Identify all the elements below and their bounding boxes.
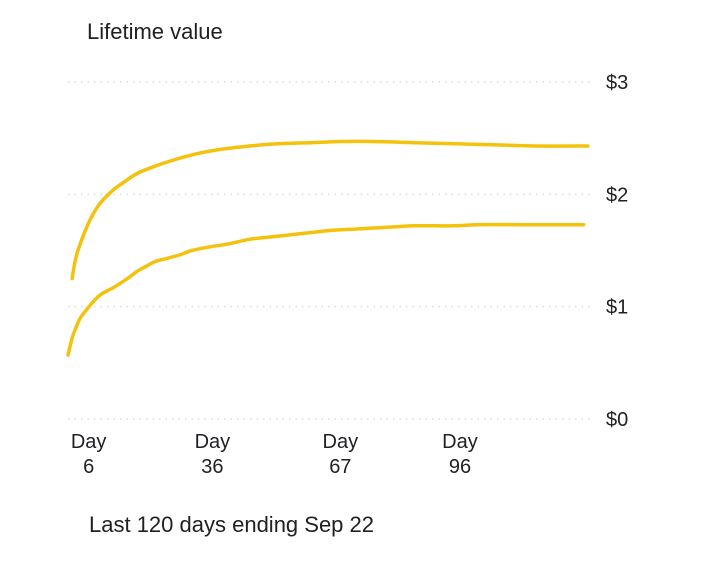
x-tick-label: Day xyxy=(71,431,107,453)
date-range-label: Last 120 days ending Sep 22 xyxy=(89,512,375,537)
x-tick-label: 36 xyxy=(201,456,223,478)
y-tick-label: $2 xyxy=(606,184,628,206)
y-tick-label: $3 xyxy=(606,72,628,94)
x-tick-label: 67 xyxy=(329,456,351,478)
series-line-2 xyxy=(66,222,586,357)
x-tick-label: 96 xyxy=(449,456,471,478)
chart-title: Lifetime value xyxy=(87,19,223,44)
y-tick-label: $0 xyxy=(606,409,628,431)
x-tick-label: Day xyxy=(195,431,231,453)
y-tick-label: $1 xyxy=(606,297,628,319)
x-tick-label: 6 xyxy=(83,456,94,478)
series-line-1 xyxy=(70,139,590,281)
x-tick-label: Day xyxy=(442,431,478,453)
x-tick-label: Day xyxy=(323,431,359,453)
